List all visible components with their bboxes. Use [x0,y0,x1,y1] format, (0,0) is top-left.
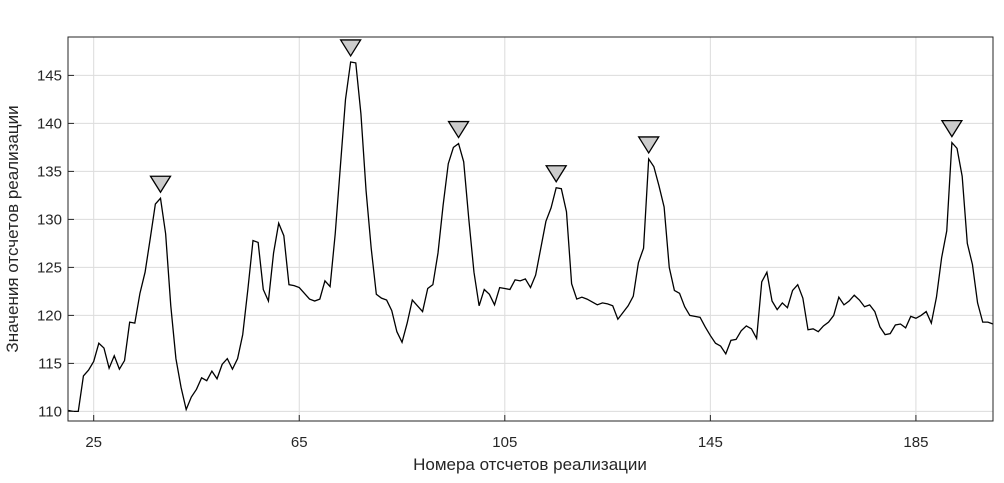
y-tick-label: 130 [37,211,62,228]
x-axis-label: Номера отсчетов реализации [413,455,647,474]
marks [67,39,994,413]
x-tick-label: 25 [85,434,102,451]
peak-marker [447,120,470,139]
peak-marker [339,39,362,58]
grid [68,37,993,421]
y-tick-label: 135 [37,163,62,180]
y-axis-label: Значения отсчетов реализации [3,105,22,352]
x-tick-label: 185 [903,434,928,451]
y-tick-label: 115 [38,355,62,372]
y-tick-label: 120 [37,307,62,324]
peak-marker [149,175,172,194]
axes-box [67,36,994,422]
plot-area [68,37,993,421]
y-tick-label: 145 [37,67,62,84]
y-tick-label: 140 [37,115,62,132]
y-tick-label: 125 [37,259,62,276]
data-line [67,61,994,413]
peak-marker [637,136,660,155]
y-tick-label: 110 [38,403,62,420]
x-tick-label: 145 [698,434,723,451]
peak-marker [940,119,964,138]
x-tick-label: 105 [492,434,517,451]
labels: 25 65 105 145 185 110 115 120 125 130 135 140 145 [37,67,928,451]
x-tick-label: 65 [291,434,308,451]
peak-marker [545,165,568,183]
